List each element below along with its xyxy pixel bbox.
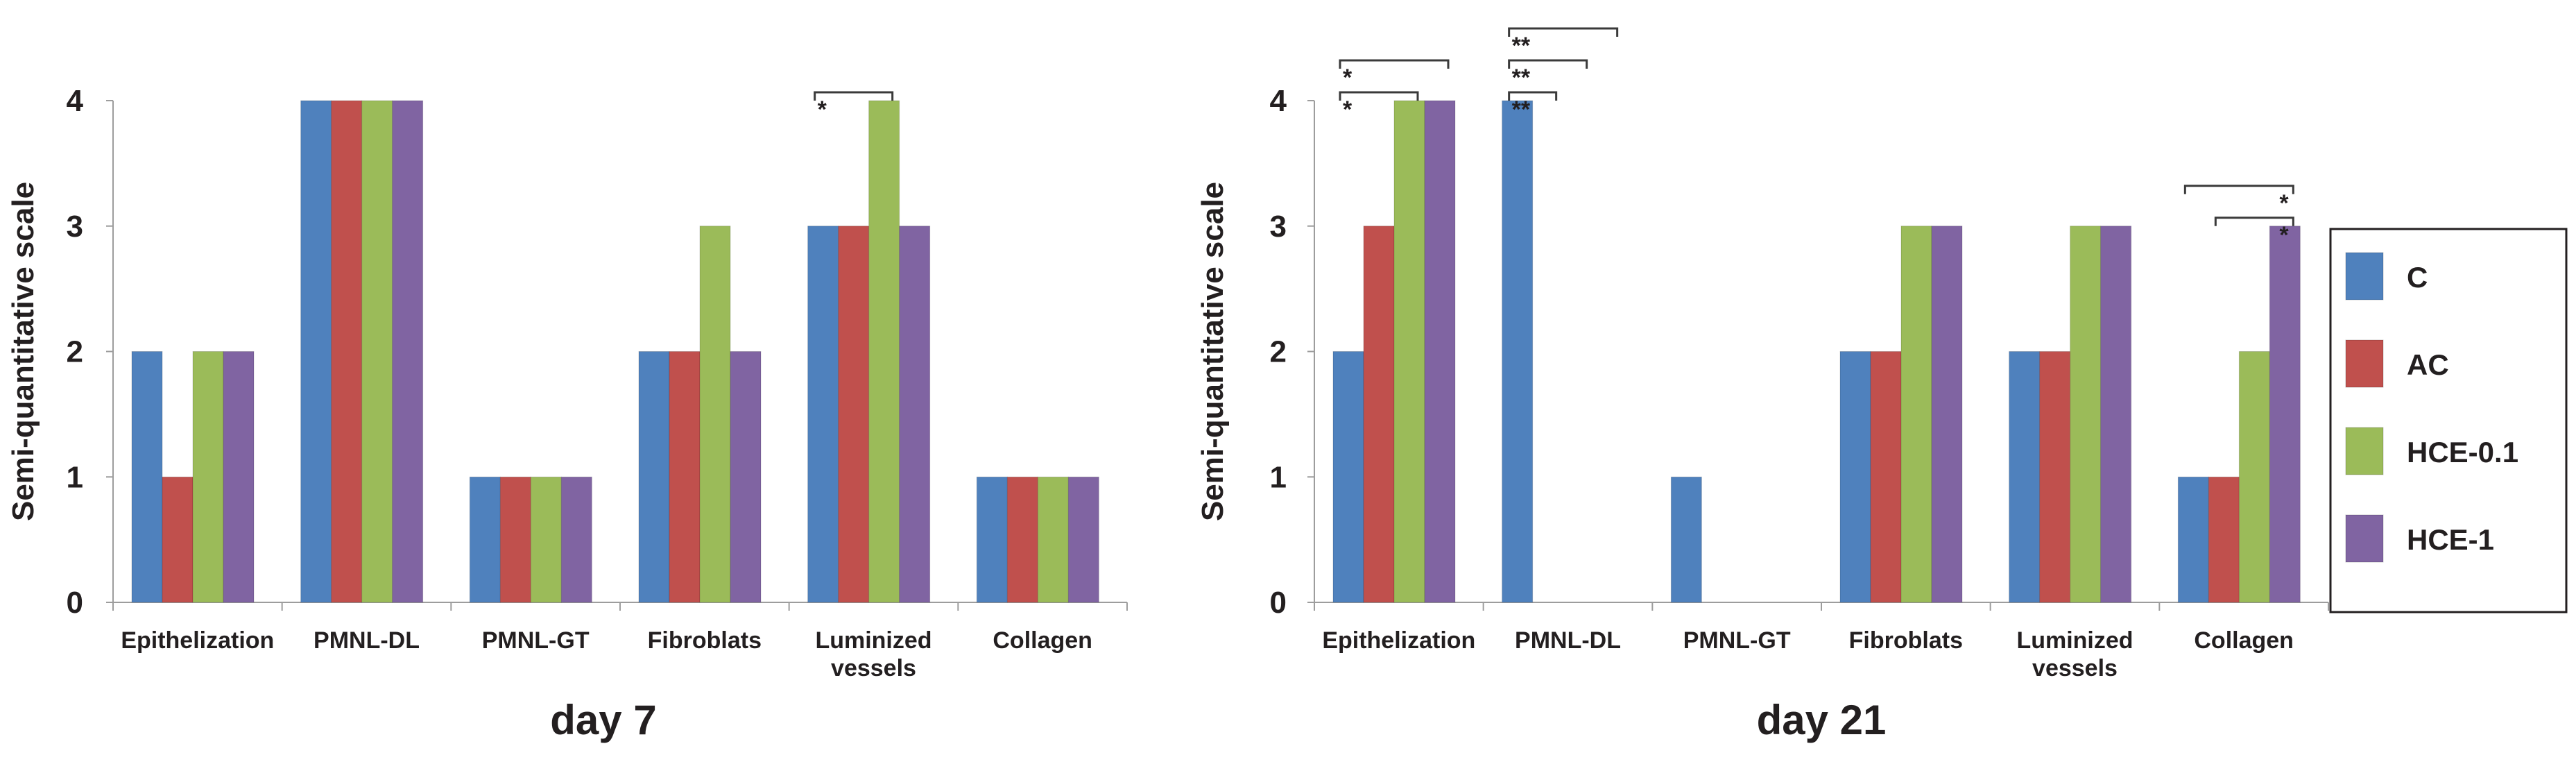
bar-hce-1-pmnl-dl <box>392 100 424 603</box>
bar-hce-1-luminized-vessels <box>2100 226 2132 603</box>
x-tick-label: Epithelization <box>121 627 274 654</box>
legend-swatch-c <box>2345 252 2384 300</box>
bar-c-pmnl-dl <box>300 100 332 603</box>
y-tick-label: 0 <box>67 586 83 620</box>
significance-bracket <box>1508 59 1588 69</box>
bar-hce-1-fibroblats <box>1931 226 1963 603</box>
bar-hce-1-collagen <box>1067 476 1099 603</box>
bar-c-epithelization <box>131 351 163 603</box>
bar-ac-collagen <box>2208 476 2240 603</box>
x-tick-label: PMNL-DL <box>314 627 420 654</box>
chart-panel-day-7: 0 1 2 3 4 Epithelization PMNL-DL PMNL-GT Fibrobl… <box>6 84 1128 743</box>
y-tick-label: 4 <box>1270 84 1287 118</box>
bar-ac-collagen <box>1006 476 1038 603</box>
y-tick-label: 0 <box>1270 586 1287 620</box>
bar-ac-fibroblats <box>669 351 701 603</box>
y-axis-title: Semi-quantitative scale <box>6 182 40 521</box>
x-tick-label: Luminized <box>2016 627 2133 654</box>
legend-label-hce-1: HCE-1 <box>2407 523 2494 556</box>
x-tick-label: PMNL-GT <box>1683 627 1791 654</box>
significance-marker: * <box>2279 190 2289 217</box>
bar-ac-epithelization <box>162 476 194 603</box>
bar-hce-0-1-epithelization <box>1393 100 1425 603</box>
legend-label-hce-0-1: HCE-0.1 <box>2407 436 2518 468</box>
bar-c-pmnl-gt <box>1670 476 1702 603</box>
x-tick-label: vessels <box>831 655 916 681</box>
bar-hce-0-1-collagen <box>1037 476 1069 603</box>
significance-bracket <box>2183 185 2294 194</box>
chart-panel-day-21: 0 1 2 3 4 Epithelization PMNL-DL PMNL-GT Fibrobl… <box>1196 27 2329 743</box>
bar-c-pmnl-gt <box>469 476 501 603</box>
significance-marker: * <box>2279 222 2289 248</box>
y-tick-label: 3 <box>67 210 83 244</box>
bar-hce-0-1-pmnl-gt <box>530 476 562 603</box>
bar-ac-pmnl-dl <box>331 100 363 603</box>
y-axis-title: Semi-quantitative scale <box>1196 182 1230 521</box>
bar-c-collagen <box>2177 476 2209 603</box>
bar-ac-luminized-vessels <box>838 226 870 603</box>
significance-marker: * <box>1343 65 1353 91</box>
significance-marker: * <box>818 96 827 123</box>
bar-hce-1-luminized-vessels <box>899 226 931 603</box>
x-tick-label: vessels <box>2032 655 2118 681</box>
bar-hce-1-collagen <box>2269 226 2301 603</box>
bar-hce-0-1-collagen <box>2238 351 2270 603</box>
y-tick-label: 2 <box>1270 335 1287 369</box>
x-tick-label: Fibroblats <box>648 627 762 654</box>
bar-ac-pmnl-gt <box>499 476 531 603</box>
legend-swatch-ac <box>2345 339 2384 388</box>
bar-hce-0-1-fibroblats <box>1900 226 1932 603</box>
significance-bracket <box>1339 59 1450 69</box>
bar-ac-luminized-vessels <box>2039 351 2071 603</box>
legend-swatch-hce-1 <box>2345 514 2384 563</box>
bar-c-fibroblats <box>638 351 670 603</box>
y-tick-label: 3 <box>1270 210 1287 244</box>
bar-c-luminized-vessels <box>807 226 839 603</box>
significance-bracket <box>814 91 894 101</box>
significance-bracket <box>1508 27 1619 37</box>
legend-label-c: C <box>2407 261 2428 294</box>
x-tick-label: Epithelization <box>1322 627 1475 654</box>
bar-c-epithelization <box>1332 351 1364 603</box>
chart-title: day 7 <box>550 697 656 743</box>
bar-hce-1-epithelization <box>223 351 255 603</box>
x-tick-label: PMNL-GT <box>482 627 590 654</box>
bar-ac-fibroblats <box>1870 351 1902 603</box>
y-tick-label: 4 <box>67 84 84 118</box>
legend-swatch-hce-0-1 <box>2345 427 2384 475</box>
legend-label-ac: AC <box>2407 348 2449 381</box>
bar-c-fibroblats <box>1839 351 1871 603</box>
bar-hce-1-epithelization <box>1424 100 1456 603</box>
bar-hce-1-pmnl-gt <box>560 476 592 603</box>
y-tick-label: 1 <box>1270 460 1287 494</box>
significance-marker: ** <box>1512 65 1531 91</box>
x-tick-label: Luminized <box>815 627 931 654</box>
significance-marker: * <box>1343 96 1353 123</box>
x-tick-label: PMNL-DL <box>1515 627 1621 654</box>
significance-marker: ** <box>1512 33 1531 59</box>
bar-c-collagen <box>976 476 1008 603</box>
bar-hce-0-1-luminized-vessels <box>868 100 900 603</box>
y-tick-label: 2 <box>67 335 83 369</box>
bar-hce-0-1-luminized-vessels <box>2070 226 2102 603</box>
bar-c-luminized-vessels <box>2009 351 2041 603</box>
bar-ac-epithelization <box>1363 226 1395 603</box>
x-tick-label: Collagen <box>2194 627 2294 654</box>
chart-title: day 21 <box>1757 697 1887 743</box>
significance-bracket <box>2214 217 2294 226</box>
significance-marker: ** <box>1512 96 1531 123</box>
y-tick-label: 1 <box>67 460 83 494</box>
bar-hce-0-1-epithelization <box>192 351 224 603</box>
x-tick-label: Collagen <box>993 627 1092 654</box>
legend: C AC HCE-0.1 HCE-1 <box>2329 228 2568 613</box>
bar-c-pmnl-dl <box>1502 100 1534 603</box>
x-tick-label: Fibroblats <box>1849 627 1963 654</box>
bar-hce-0-1-fibroblats <box>699 226 731 603</box>
bar-hce-0-1-pmnl-dl <box>361 100 393 603</box>
significance-bracket <box>1508 91 1558 101</box>
bar-hce-1-fibroblats <box>730 351 762 603</box>
significance-bracket <box>1339 91 1419 101</box>
